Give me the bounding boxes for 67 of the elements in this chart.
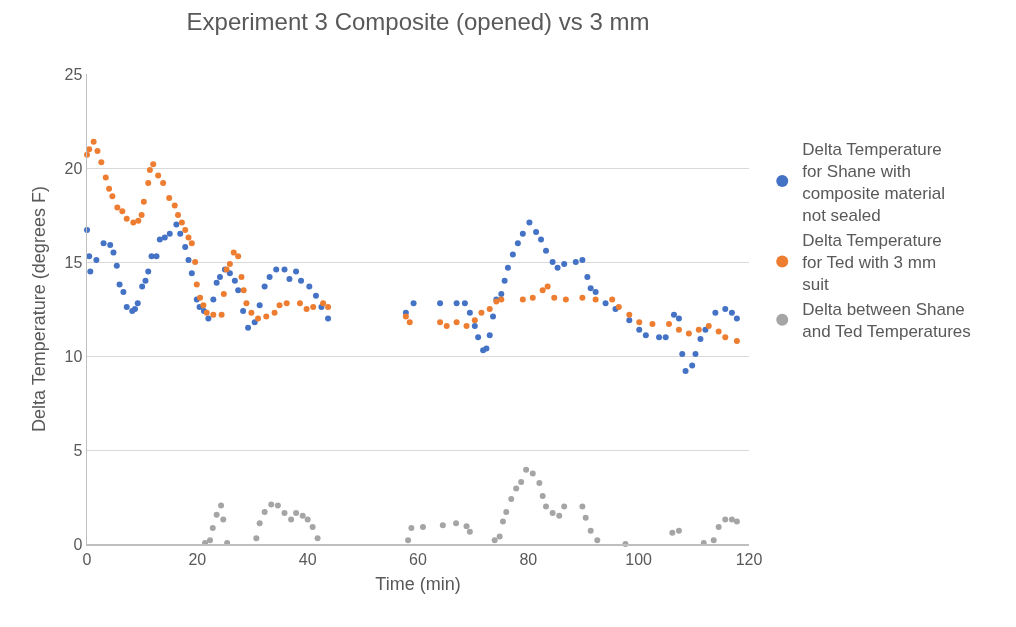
x-tick-label: 100 xyxy=(625,550,653,568)
point xyxy=(304,516,311,523)
point xyxy=(587,527,594,534)
x-tick-label: 80 xyxy=(519,550,538,568)
point xyxy=(213,511,220,518)
point xyxy=(405,537,412,544)
x-tick-label: 120 xyxy=(735,550,763,568)
point xyxy=(523,466,530,473)
x-axis-title: Time (min) xyxy=(375,573,461,594)
legend-label: Delta Temperature for Shane with composite material not sealed xyxy=(802,139,945,225)
point xyxy=(542,503,549,510)
x-tick-label: 40 xyxy=(298,550,317,568)
y-tick-label: 15 xyxy=(64,253,83,271)
point xyxy=(453,520,460,527)
x-tick-label: 20 xyxy=(188,550,207,568)
point xyxy=(582,514,589,521)
point xyxy=(419,524,426,531)
chart-title: Experiment 3 Composite (opened) vs 3 mm xyxy=(186,8,650,36)
point xyxy=(439,522,446,529)
point xyxy=(518,478,525,485)
point xyxy=(281,509,288,516)
y-tick-label: 25 xyxy=(64,65,83,83)
point xyxy=(529,470,536,477)
point xyxy=(261,509,268,516)
point xyxy=(299,512,306,519)
point xyxy=(220,516,227,523)
point xyxy=(710,537,717,544)
point xyxy=(508,495,515,502)
legend-label: Delta Temperature for Ted with 3 mm suit xyxy=(802,230,942,295)
point xyxy=(669,529,676,536)
x-tick-label: 60 xyxy=(409,550,427,568)
legend-label: Delta between Shane and Ted Temperatures xyxy=(802,300,971,342)
point xyxy=(288,516,295,523)
point xyxy=(408,525,415,532)
point xyxy=(491,537,498,544)
point xyxy=(499,518,506,525)
point xyxy=(549,509,556,516)
y-tick-label: 5 xyxy=(73,441,83,459)
point xyxy=(309,524,316,531)
point xyxy=(256,520,263,527)
point xyxy=(274,502,281,509)
point xyxy=(503,509,510,516)
point xyxy=(561,503,568,510)
point xyxy=(536,479,543,486)
y-tick-label: 20 xyxy=(64,159,83,177)
point xyxy=(209,525,216,532)
y-tick-label: 0 xyxy=(73,535,83,553)
point xyxy=(466,528,473,535)
point xyxy=(496,533,503,540)
point xyxy=(513,485,520,492)
point xyxy=(675,527,682,534)
point xyxy=(218,502,225,509)
point xyxy=(293,509,300,516)
point xyxy=(207,537,214,544)
point xyxy=(733,518,740,525)
point xyxy=(539,493,546,500)
point xyxy=(268,501,275,508)
point xyxy=(594,537,601,544)
y-tick-label: 10 xyxy=(64,347,83,365)
point xyxy=(715,524,722,531)
point xyxy=(253,535,260,542)
y-axis-title: Delta Temperature (degrees F) xyxy=(28,186,49,432)
point xyxy=(463,523,470,530)
point xyxy=(722,516,729,523)
point xyxy=(556,512,563,519)
point xyxy=(579,503,586,510)
point xyxy=(314,535,321,542)
